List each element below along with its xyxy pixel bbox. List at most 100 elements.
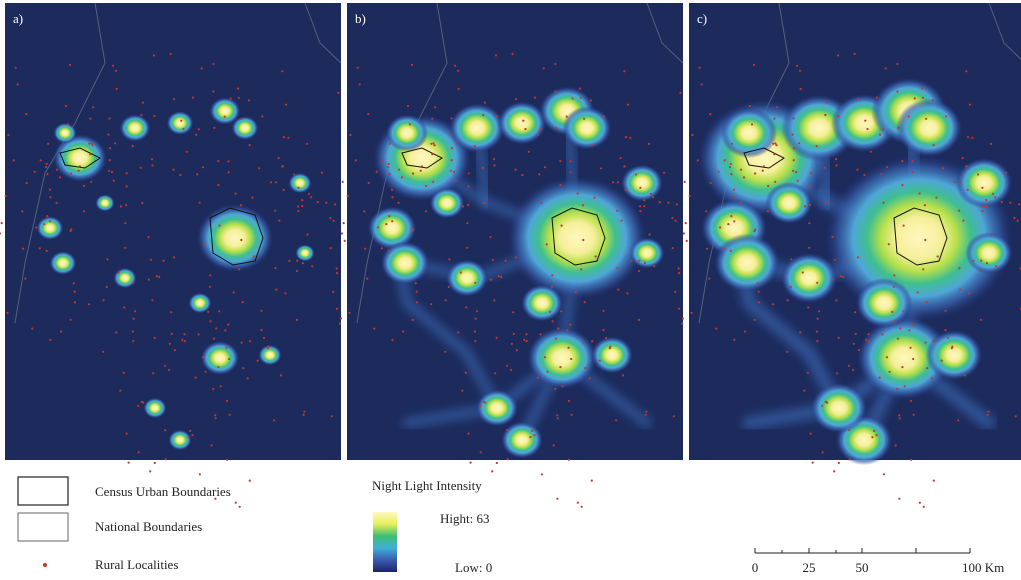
- rural-locality: [70, 228, 72, 230]
- rural-locality: [853, 343, 855, 345]
- light-glow: [37, 216, 64, 240]
- rural-locality: [209, 274, 211, 276]
- rural-locality: [302, 262, 304, 264]
- rural-locality: [893, 274, 895, 276]
- rural-locality: [448, 286, 450, 288]
- rural-locality: [278, 220, 280, 222]
- rural-locality: [937, 255, 939, 257]
- rural-locality: [671, 217, 673, 219]
- rural-locality: [551, 274, 553, 276]
- rural-locality: [389, 143, 391, 145]
- rural-locality: [181, 339, 183, 341]
- rural-locality: [391, 189, 393, 191]
- rural-locality: [448, 258, 450, 260]
- rural-locality: [173, 98, 175, 100]
- rural-locality: [134, 310, 136, 312]
- rural-locality: [638, 270, 640, 272]
- rural-locality: [494, 372, 496, 374]
- rural-locality: [512, 53, 514, 55]
- rural-locality: [239, 506, 241, 508]
- rural-locality: [590, 99, 592, 101]
- light-glow: [197, 204, 274, 272]
- rural-locality: [667, 202, 669, 204]
- rural-locality: [495, 115, 497, 117]
- rural-locality: [567, 347, 569, 349]
- rural-locality: [840, 275, 842, 277]
- rural-locality: [559, 366, 561, 368]
- light-glow: [95, 194, 114, 211]
- rural-locality: [89, 153, 91, 155]
- rural-locality: [90, 181, 92, 183]
- rural-locality: [926, 301, 928, 303]
- rural-locality: [225, 347, 227, 349]
- rural-locality: [183, 333, 185, 335]
- rural-locality: [288, 260, 290, 262]
- rural-locality: [593, 197, 595, 199]
- rural-locality: [492, 259, 494, 261]
- rural-locality: [412, 228, 414, 230]
- rural-locality: [838, 462, 840, 464]
- rural-locality: [465, 372, 467, 374]
- rural-locality: [762, 170, 764, 172]
- intensity-ramp: [373, 512, 397, 572]
- rural-locality: [541, 202, 543, 204]
- rural-locality: [824, 114, 826, 116]
- rural-locality: [856, 169, 858, 171]
- rural-locality: [730, 250, 732, 252]
- rural-locality: [1009, 202, 1011, 204]
- rural-locality: [205, 371, 207, 373]
- rural-locality: [507, 458, 509, 460]
- rural-locality: [342, 181, 344, 183]
- rural-locality: [124, 247, 126, 249]
- rural-locality: [947, 337, 949, 339]
- rural-locality: [913, 414, 915, 416]
- rural-locality: [555, 338, 557, 340]
- rural-locality: [816, 340, 818, 342]
- rural-locality: [451, 147, 453, 149]
- rural-locality: [270, 181, 272, 183]
- light-glow: [498, 101, 547, 144]
- rural-locality: [521, 174, 523, 176]
- rural-locality: [347, 195, 349, 197]
- rural-locality: [686, 240, 688, 242]
- rural-locality: [171, 333, 173, 335]
- rural-locality: [959, 289, 961, 291]
- rural-locality: [962, 157, 964, 159]
- rural-locality: [331, 415, 333, 417]
- rural-locality: [228, 171, 230, 173]
- light-glow: [563, 106, 612, 149]
- rural-locality: [800, 88, 802, 90]
- light-glow: [258, 345, 281, 365]
- rural-locality: [56, 169, 58, 171]
- rural-locality: [886, 166, 888, 168]
- rural-locality: [903, 225, 905, 227]
- rural-locality: [691, 134, 693, 136]
- rural-locality: [866, 128, 868, 130]
- rural-locality: [343, 222, 345, 224]
- rural-locality: [882, 128, 884, 130]
- rural-locality: [106, 286, 108, 288]
- rural-locality: [47, 143, 49, 145]
- intensity-low: Low: 0: [455, 560, 492, 575]
- rural-locality: [554, 388, 556, 390]
- rural-locality: [967, 136, 969, 138]
- rural-locality: [908, 116, 910, 118]
- rural-locality: [863, 174, 865, 176]
- rural-locality: [224, 116, 226, 118]
- rural-locality: [743, 176, 745, 178]
- rural-locality: [474, 331, 476, 333]
- rural-locality: [919, 502, 921, 504]
- rural-locality: [56, 202, 58, 204]
- rural-locality: [306, 143, 308, 145]
- rural-locality: [825, 401, 827, 403]
- rural-locality: [457, 331, 459, 333]
- rural-locality: [673, 415, 675, 417]
- rural-locality: [992, 193, 994, 195]
- rural-locality: [366, 278, 368, 280]
- rural-locality: [46, 163, 48, 165]
- rural-locality: [772, 303, 774, 305]
- rural-locality: [981, 210, 983, 212]
- rural-locality: [212, 388, 214, 390]
- rural-locality: [923, 506, 925, 508]
- rural-locality: [515, 98, 517, 100]
